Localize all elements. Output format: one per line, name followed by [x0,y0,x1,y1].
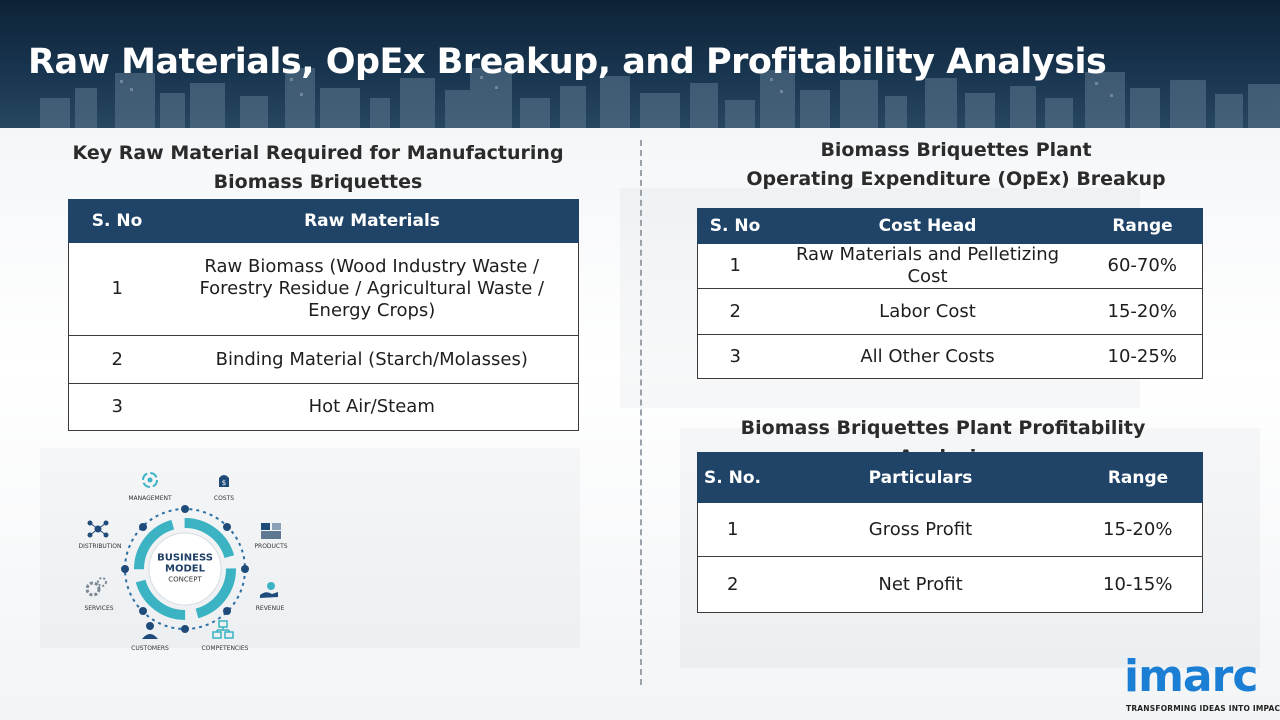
cell-sno: 1 [697,502,768,557]
table-row: 3 All Other Costs 10-25% [697,334,1203,379]
cell-cost-head: Raw Materials and Pelletizing Cost [772,243,1083,289]
revenue-icon [260,582,278,598]
distribution-icon [87,520,109,538]
cell-cost-head: All Other Costs [772,334,1083,379]
imarc-logo: imarc TRANSFORMING IDEAS INTO IMPACT [1124,651,1280,718]
cell-sno: 2 [68,335,166,384]
cell-range: 15-20% [1073,502,1203,557]
cell-sno: 3 [697,334,773,379]
column-header-raw-materials: Raw Materials [165,199,579,243]
column-header-range: Range [1073,452,1203,503]
section-divider [640,140,642,685]
opex-title: Biomass Briquettes Plant Operating Expen… [746,139,1166,190]
cell-range: 10-15% [1073,556,1203,613]
logo-tagline: TRANSFORMING IDEAS INTO IMPACT [1126,704,1280,713]
svg-text:$: $ [222,479,226,487]
cell-sno: 2 [697,556,768,613]
column-header-particulars: Particulars [767,452,1074,503]
services-icon [85,577,107,597]
cell-sno: 2 [697,288,773,335]
table-row: 2 Net Profit 10-15% [697,556,1203,613]
table-row: 2 Labor Cost 15-20% [697,288,1203,335]
cell-raw-material: Hot Air/Steam [165,383,579,431]
competencies-icon [212,620,234,639]
costs-icon: $ [219,475,229,487]
label-competencies: COMPETENCIES [201,645,249,652]
label-services: SERVICES [84,605,114,612]
table-row: 1 Gross Profit 15-20% [697,502,1203,557]
logo-wordmark: imarc [1124,651,1258,702]
business-model-wheel [121,505,249,633]
header-banner: Raw Materials, OpEx Breakup, and Profita… [0,0,1280,128]
label-distribution: DISTRIBUTION [78,543,122,550]
table-header-row: S. No Raw Materials [68,199,579,243]
cell-sno: 3 [68,383,166,431]
business-model-center-text: BUSINESS MODEL CONCEPT [157,552,213,584]
cell-raw-material: Binding Material (Starch/Molasses) [165,335,579,384]
label-costs: COSTS [213,495,235,502]
opex-table: S. No Cost Head Range 1 Raw Materials an… [697,208,1203,379]
column-header-sno: S. No [697,208,773,244]
table-header-row: S. No. Particulars Range [697,452,1203,503]
city-skyline-graphic [40,68,1280,128]
cell-raw-material: Raw Biomass (Wood Industry Waste / Fores… [165,242,579,336]
raw-materials-table: S. No Raw Materials 1 Raw Biomass (Wood … [68,199,579,431]
column-header-range: Range [1082,208,1203,244]
table-header-row: S. No Cost Head Range [697,208,1203,244]
column-header-sno: S. No. [697,452,768,503]
raw-materials-title: Key Raw Material Required for Manufactur… [72,142,564,193]
customers-icon [142,622,158,639]
table-row: 3 Hot Air/Steam [68,383,579,431]
column-header-sno: S. No [68,199,166,243]
cell-sno: 1 [68,242,166,336]
management-icon [142,472,158,488]
business-model-graphic: $ MANAGEMENT COSTS PRODUCTS REVENUE COMP… [70,462,300,662]
cell-cost-head: Labor Cost [772,288,1083,335]
label-customers: CUSTOMERS [131,645,169,652]
label-revenue: REVENUE [255,605,285,612]
table-row: 1 Raw Materials and Pelletizing Cost 60-… [697,243,1203,289]
cell-particulars: Gross Profit [767,502,1074,557]
cell-particulars: Net Profit [767,556,1074,613]
table-row: 2 Binding Material (Starch/Molasses) [68,335,579,384]
label-management: MANAGEMENT [128,495,172,502]
cell-range: 15-20% [1082,288,1203,335]
column-header-cost-head: Cost Head [772,208,1083,244]
cell-range: 10-25% [1082,334,1203,379]
table-row: 1 Raw Biomass (Wood Industry Waste / For… [68,242,579,336]
label-products: PRODUCTS [254,543,288,550]
profitability-table: S. No. Particulars Range 1 Gross Profit … [697,452,1203,613]
cell-sno: 1 [697,243,773,289]
cell-range: 60-70% [1082,243,1203,289]
page-title: Raw Materials, OpEx Breakup, and Profita… [28,42,1107,82]
products-icon [261,523,281,539]
